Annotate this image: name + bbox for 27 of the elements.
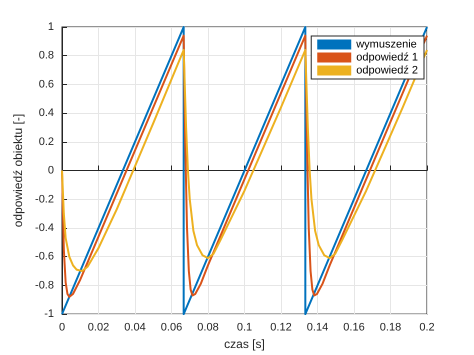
y-tick-label: 0 [48,164,54,177]
x-tick-label: 0.08 [197,322,219,334]
x-tick-label: 0.1 [236,322,252,334]
x-tick-label: 0.2 [419,322,435,334]
x-tick-label: 0.04 [124,322,146,334]
y-tick-label: 0.4 [38,107,54,120]
x-tick-label: 0 [58,322,66,334]
x-tick-label: 0.18 [380,322,402,334]
legend-label: odpowiedź 1 [356,52,418,64]
y-tick-label: -0.4 [35,222,54,234]
y-tick-label: 0.8 [38,50,54,62]
y-tick-label: 0.2 [38,136,54,148]
legend-label: wymuszenie [355,38,417,50]
x-tick-label: 0.12 [270,322,292,334]
x-tick-label: 0.14 [306,322,328,334]
y-tick-label: 0.6 [38,78,54,90]
x-tick-label: 0.02 [88,322,110,334]
x-tick-label: 0.16 [343,322,365,334]
y-tick-label: -1 [44,308,54,320]
y-tick-label: -0.6 [35,250,54,263]
x-axis-title: czas [s] [224,337,265,351]
y-tick-label: -0.8 [35,279,54,292]
x-tick-label: 0.06 [160,322,182,334]
y-axis-title: odpowiedź obiektu [-] [11,114,25,228]
y-tick-label: -0.2 [35,193,54,206]
legend-label: odpowiedź 2 [356,64,418,76]
y-tick-label: 1 [48,21,54,33]
